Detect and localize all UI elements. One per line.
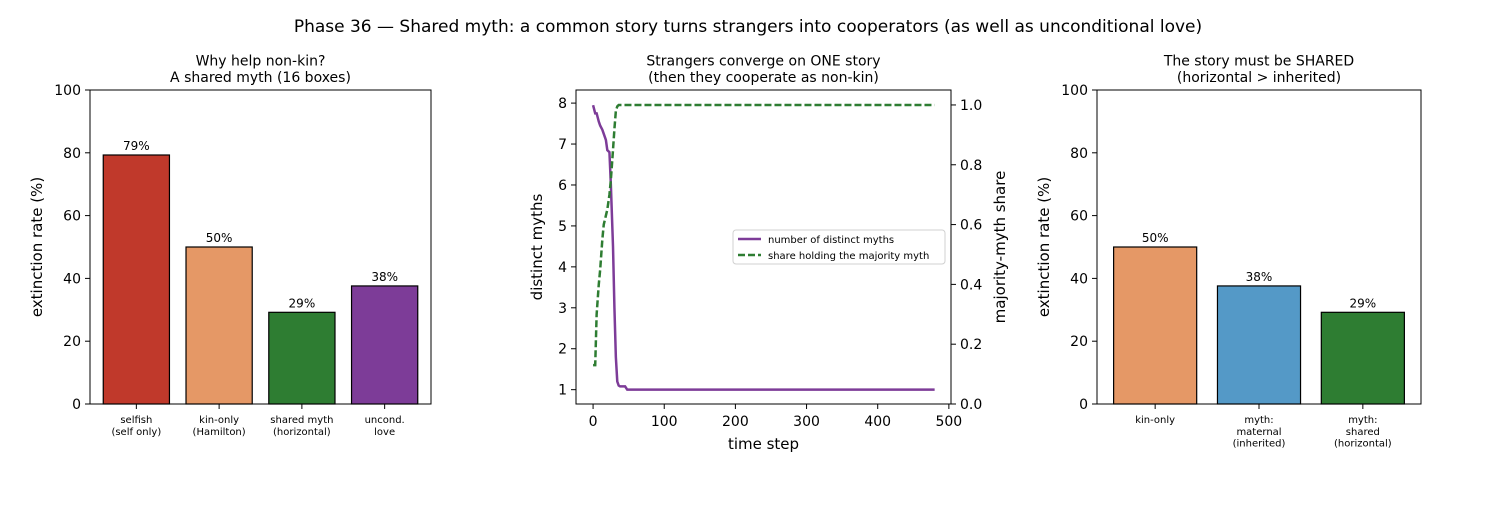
x-tick-label: 100 [651,414,678,430]
bar [1320,311,1405,405]
x-tick-label: selfish (self only) [111,415,161,438]
y-tick-label: 4 [558,260,567,276]
y-tick-label: 3 [558,301,567,317]
series-line [591,104,935,391]
value-label: 29% [1350,296,1377,310]
value-label: 29% [289,296,316,310]
y-tick-label: 20 [63,334,81,350]
x-tick-label: 0 [589,414,598,430]
bar [1216,285,1302,405]
bar [350,285,419,405]
y-tick-label: 40 [1070,271,1088,287]
y-axis-label: distinct myths [528,193,546,300]
value-label: 38% [1246,270,1273,284]
y-tick-label: 7 [558,137,567,153]
y-tick-label: 100 [1061,83,1088,99]
x-tick-label: 200 [722,414,749,430]
y-tick-label: 6 [558,178,567,194]
x-tick-label: 300 [793,414,820,430]
x-tick-label: shared myth (horizontal) [270,415,333,438]
y-tick-label: 0.2 [960,337,982,353]
axes-frame [1096,89,1422,405]
y-tick-label: 0.0 [960,397,982,413]
chart-title: Why help non-kin? A shared myth (16 boxes… [170,53,351,86]
bar [185,246,253,405]
x-axis-label: time step [728,435,799,453]
y-tick-label: 0 [1079,397,1088,413]
y-tick-label: 0.6 [960,218,982,234]
y-tick-label: 60 [63,209,81,225]
bar [1113,246,1198,405]
value-label: 79% [123,139,150,153]
axes-frame [575,89,952,405]
y-tick-label: 0 [72,397,81,413]
value-label: 50% [206,231,233,245]
bar [102,154,171,405]
y-axis-label: extinction rate (%) [1035,177,1053,317]
legend-label: number of distinct myths [768,235,894,246]
y-tick-label: 2 [558,342,567,358]
legend-box [732,229,946,265]
y-axis-label: majority-myth share [991,171,1009,324]
y-tick-label: 8 [558,96,567,112]
y-axis-label: extinction rate (%) [28,177,46,317]
y-tick-label: 0.8 [960,158,982,174]
chart-title: Strangers converge on ONE story (then the… [646,53,880,86]
value-label: 50% [1142,231,1169,245]
y-tick-label: 20 [1070,334,1088,350]
x-tick-label: 400 [864,414,891,430]
y-tick-label: 0.4 [960,277,982,293]
series-line [593,103,935,367]
axes-frame [89,89,432,405]
y-tick-label: 100 [54,83,81,99]
bar [268,311,336,405]
x-tick-label: 500 [935,414,962,430]
y-tick-label: 5 [558,219,567,235]
y-tick-label: 80 [63,146,81,162]
x-tick-label: uncond. love [365,415,405,438]
x-tick-label: myth: maternal (inherited) [1233,415,1286,450]
y-tick-label: 80 [1070,146,1088,162]
y-tick-label: 60 [1070,209,1088,225]
value-label: 38% [371,270,398,284]
chart-title: The story must be SHARED (horizontal > in… [1163,53,1354,86]
y-tick-label: 1 [558,383,567,399]
x-tick-label: kin-only [1135,415,1175,426]
x-tick-label: myth: shared (horizontal) [1334,415,1392,450]
y-tick-label: 1.0 [960,98,982,114]
legend-label: share holding the majority myth [768,251,929,262]
y-tick-label: 40 [63,271,81,287]
x-tick-label: kin-only (Hamilton) [193,415,246,438]
figure-title: Phase 36 — Shared myth: a common story t… [294,17,1202,37]
